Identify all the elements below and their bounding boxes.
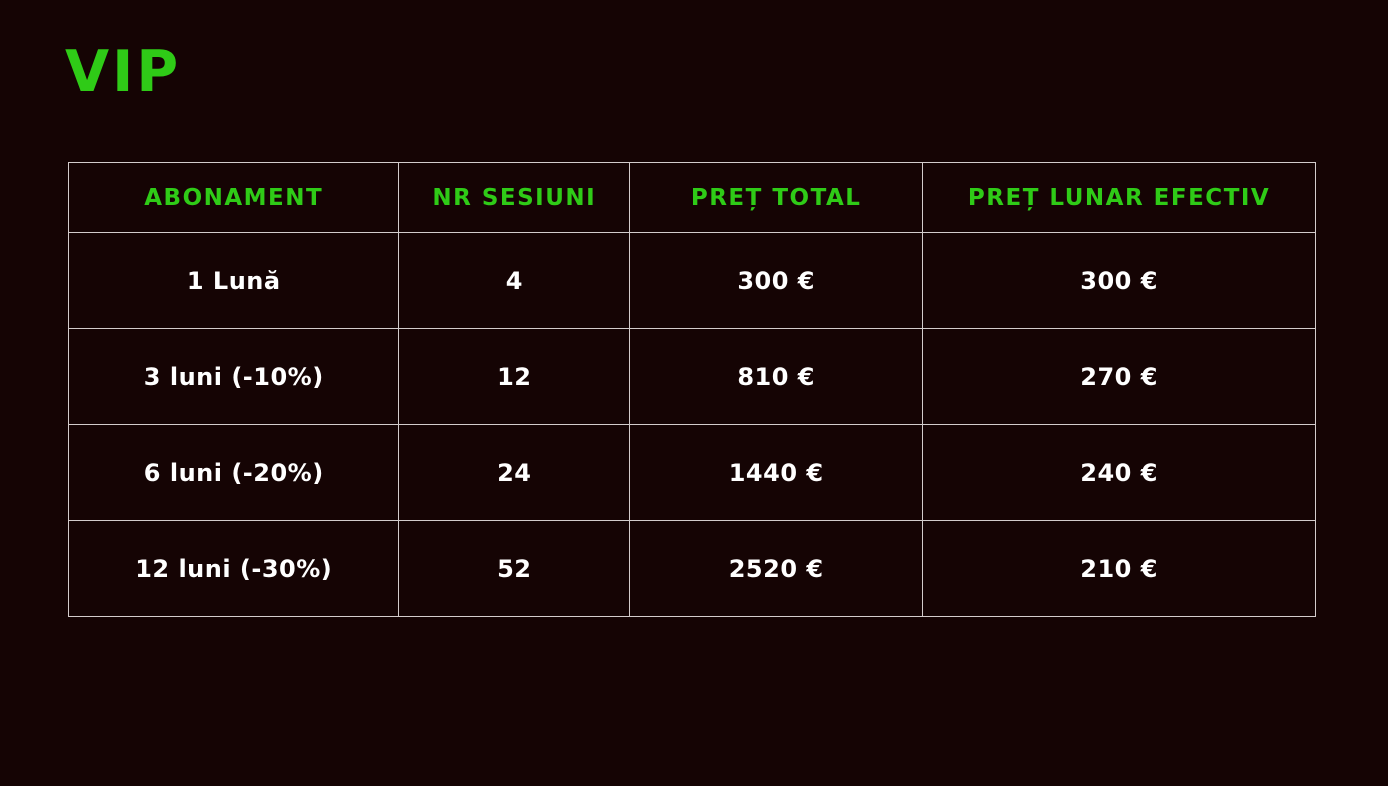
table-cell: 300 €: [629, 232, 924, 329]
table-cell: 810 €: [629, 328, 924, 425]
table-cell: 12: [398, 328, 631, 425]
table-body: 1 Lună 4 300 €300 €3 luni (-10%) 12 810 €270…: [67, 232, 1316, 617]
table-row: 1 Lună 4 300 €300 €: [67, 232, 1316, 329]
table-cell: 6 luni (-20%): [67, 424, 400, 521]
table-cell: 240 €: [922, 424, 1316, 521]
column-header: PREȚ TOTAL: [629, 162, 924, 233]
table-cell: 1440 €: [629, 424, 924, 521]
table-cell: 52: [398, 520, 631, 617]
table-cell: 270 €: [922, 328, 1316, 425]
column-header: ABONAMENT: [67, 162, 400, 233]
table-cell: 1 Lună: [67, 232, 400, 329]
table-cell: 4: [398, 232, 631, 329]
table-cell: 210 €: [922, 520, 1316, 617]
table-row: 12 luni (-30%) 52 2520 €210 €: [67, 520, 1316, 617]
page-title: VIP: [65, 39, 182, 105]
table-cell: 24: [398, 424, 631, 521]
table-row: 6 luni (-20%) 24 1440 €240 €: [67, 424, 1316, 521]
table-cell: 2520 €: [629, 520, 924, 617]
column-header: NR SESIUNI: [398, 162, 631, 233]
table-cell: 3 luni (-10%): [67, 328, 400, 425]
table-cell: 12 luni (-30%): [67, 520, 400, 617]
table-row: 3 luni (-10%) 12 810 €270 €: [67, 328, 1316, 425]
column-header: PREȚ LUNAR EFECTIV: [922, 162, 1316, 233]
pricing-table: ABONAMENT NR SESIUNI PREȚ TOTAL PREȚ LUNAR …: [67, 162, 1316, 617]
table-header-row: ABONAMENT NR SESIUNI PREȚ TOTAL PREȚ LUNAR …: [67, 162, 1316, 233]
table-cell: 300 €: [922, 232, 1316, 329]
